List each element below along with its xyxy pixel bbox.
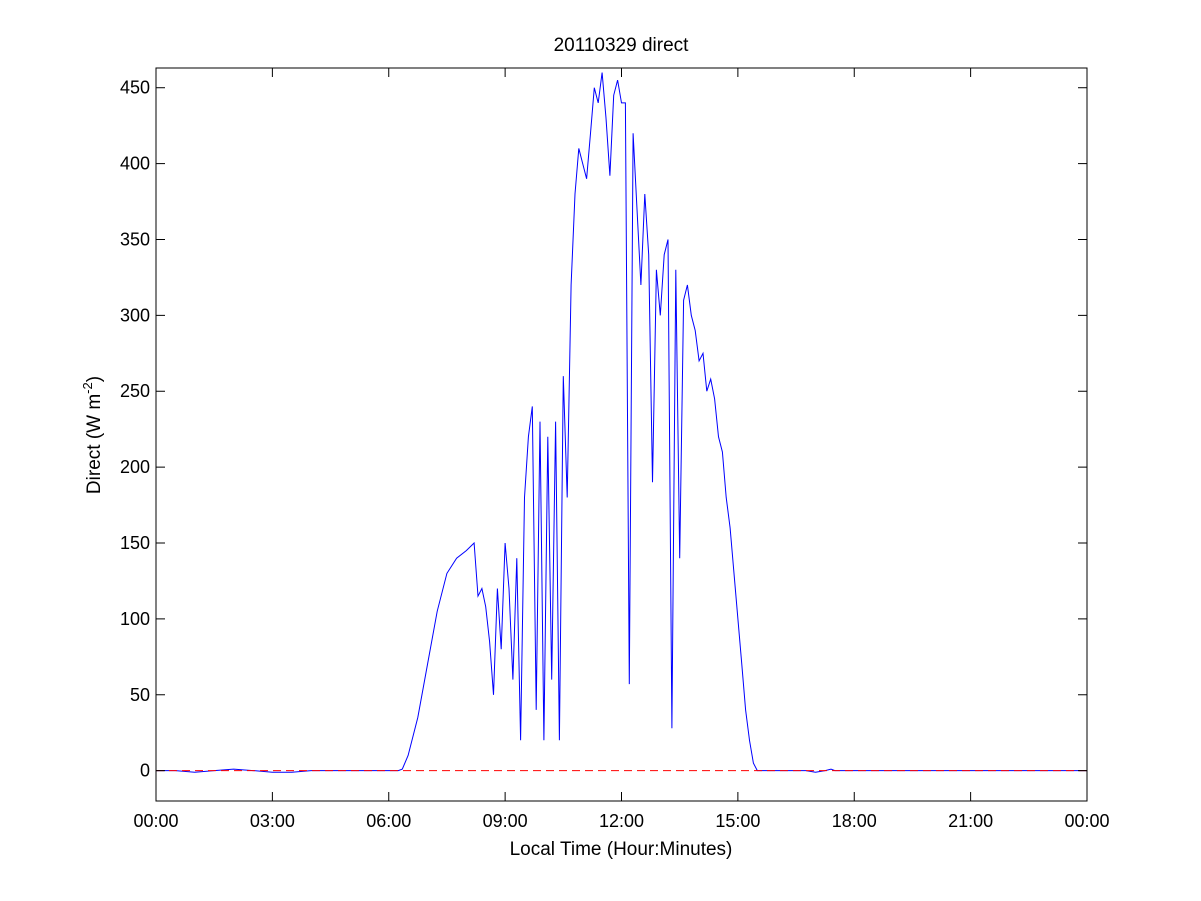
y-tick-label: 100 — [120, 609, 150, 629]
y-axis-label: Direct (W m-2) — [80, 376, 105, 494]
y-tick-label: 300 — [120, 305, 150, 325]
x-tick-label: 03:00 — [250, 811, 295, 831]
y-tick-label: 50 — [130, 685, 150, 705]
x-tick-label: 00:00 — [1064, 811, 1109, 831]
y-tick-label: 200 — [120, 457, 150, 477]
x-tick-label: 18:00 — [832, 811, 877, 831]
plot-background — [156, 68, 1087, 801]
y-tick-label: 450 — [120, 78, 150, 98]
y-axis-label-sup: -2 — [80, 382, 95, 394]
x-tick-label: 06:00 — [366, 811, 411, 831]
plot-area — [156, 68, 1087, 801]
y-tick-label: 0 — [140, 761, 150, 781]
y-tick-label: 250 — [120, 381, 150, 401]
y-tick-label: 350 — [120, 229, 150, 249]
x-tick-label: 09:00 — [483, 811, 528, 831]
x-tick-label: 00:00 — [133, 811, 178, 831]
y-axis-ticks: 0 50 100 150 200 250 300 350 400 450 — [120, 78, 1087, 781]
chart-title: 20110329 direct — [554, 35, 690, 56]
x-axis-label: Local Time (Hour:Minutes) — [510, 839, 733, 860]
y-axis-label-close: ) — [84, 376, 105, 382]
x-tick-label: 15:00 — [715, 811, 760, 831]
series-layer — [156, 72, 1087, 773]
x-axis-ticks: 00:00 03:00 06:00 09:00 12:00 15:00 18:00 21:00… — [133, 68, 1110, 831]
x-tick-label: 21:00 — [948, 811, 993, 831]
x-tick-label: 12:00 — [599, 811, 644, 831]
y-axis-label-main: Direct (W m — [84, 394, 105, 494]
y-tick-label: 400 — [120, 154, 150, 174]
y-tick-label: 150 — [120, 533, 150, 553]
